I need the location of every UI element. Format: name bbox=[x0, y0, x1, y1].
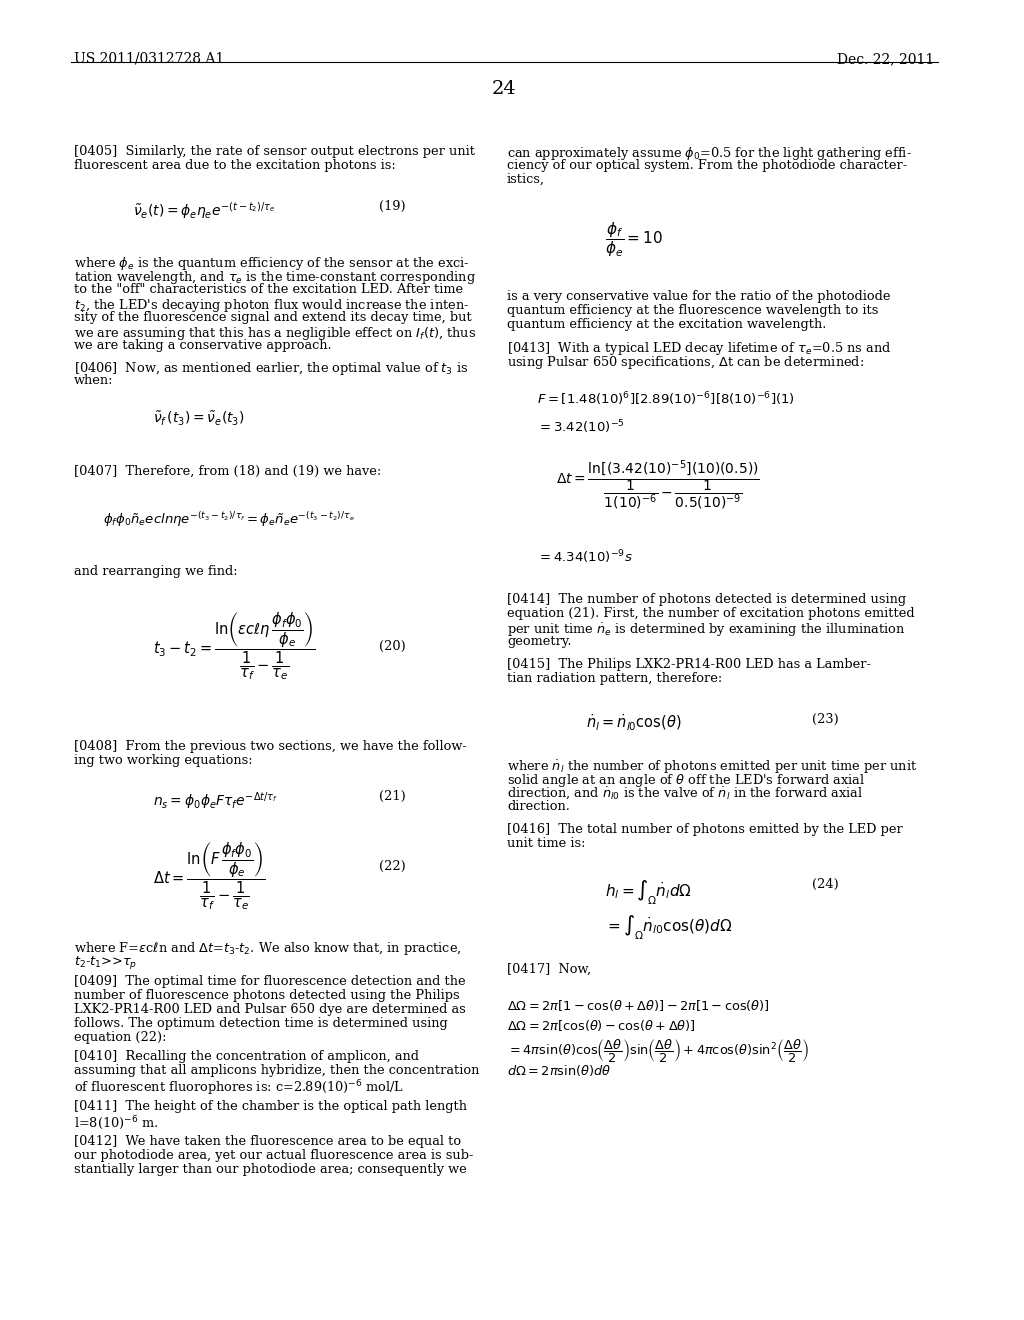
Text: [0416]  The total number of photons emitted by the LED per: [0416] The total number of photons emitt… bbox=[507, 822, 903, 836]
Text: where F=$\varepsilon$c$\ell$n and $\Delta t$=$t_3$-$t_2$. We also know that, in : where F=$\varepsilon$c$\ell$n and $\Delt… bbox=[74, 940, 462, 957]
Text: we are taking a conservative approach.: we are taking a conservative approach. bbox=[74, 339, 332, 352]
Text: direction, and $\dot{n}_{l0}$ is the valve of $\dot{n}_l$ in the forward axial: direction, and $\dot{n}_{l0}$ is the val… bbox=[507, 785, 863, 803]
Text: using Pulsar 650 specifications, $\Delta$t can be determined:: using Pulsar 650 specifications, $\Delta… bbox=[507, 354, 864, 371]
Text: tation wavelength, and $\tau_e$ is the time-constant corresponding: tation wavelength, and $\tau_e$ is the t… bbox=[74, 269, 476, 286]
Text: $\dot{n}_l = \dot{n}_{l0}\cos(\theta)$: $\dot{n}_l = \dot{n}_{l0}\cos(\theta)$ bbox=[586, 713, 681, 733]
Text: tian radiation pattern, therefore:: tian radiation pattern, therefore: bbox=[507, 672, 722, 685]
Text: when:: when: bbox=[74, 374, 114, 387]
Text: fluorescent area due to the excitation photons is:: fluorescent area due to the excitation p… bbox=[74, 158, 395, 172]
Text: and rearranging we find:: and rearranging we find: bbox=[74, 565, 238, 578]
Text: direction.: direction. bbox=[507, 800, 570, 813]
Text: [0417]  Now,: [0417] Now, bbox=[507, 964, 591, 975]
Text: $t_3 - t_2 = \dfrac{\ln\!\left(\varepsilon c \ell \eta\,\dfrac{\phi_f\phi_0}{\ph: $t_3 - t_2 = \dfrac{\ln\!\left(\varepsil… bbox=[153, 610, 315, 682]
Text: $\tilde{\nu}_f\,(t_3) = \tilde{\nu}_e(t_3)$: $\tilde{\nu}_f\,(t_3) = \tilde{\nu}_e(t_… bbox=[153, 411, 245, 428]
Text: solid angle at an angle of $\theta$ off the LED's forward axial: solid angle at an angle of $\theta$ off … bbox=[507, 772, 865, 789]
Text: [0415]  The Philips LXK2-PR14-R00 LED has a Lamber-: [0415] The Philips LXK2-PR14-R00 LED has… bbox=[507, 657, 871, 671]
Text: [0409]  The optimal time for fluorescence detection and the: [0409] The optimal time for fluorescence… bbox=[74, 975, 466, 987]
Text: [0414]  The number of photons detected is determined using: [0414] The number of photons detected is… bbox=[507, 593, 906, 606]
Text: $\tilde{\nu}_e(t) = \phi_e\eta_e e^{-(t-t_2)/\tau_e}$: $\tilde{\nu}_e(t) = \phi_e\eta_e e^{-(t-… bbox=[133, 201, 275, 220]
Text: can approximately assume $\phi_0$=0.5 for the light gathering effi-: can approximately assume $\phi_0$=0.5 fo… bbox=[507, 145, 912, 162]
Text: assuming that all amplicons hybridize, then the concentration: assuming that all amplicons hybridize, t… bbox=[74, 1064, 479, 1077]
Text: istics,: istics, bbox=[507, 173, 545, 186]
Text: quantum efficiency at the excitation wavelength.: quantum efficiency at the excitation wav… bbox=[507, 318, 826, 331]
Text: (21): (21) bbox=[379, 789, 406, 803]
Text: $t_2$, the LED's decaying photon flux would increase the inten-: $t_2$, the LED's decaying photon flux wo… bbox=[74, 297, 469, 314]
Text: number of fluorescence photons detected using the Philips: number of fluorescence photons detected … bbox=[74, 989, 460, 1002]
Text: $t_2$-$t_1$>>$\tau_p$: $t_2$-$t_1$>>$\tau_p$ bbox=[74, 954, 137, 972]
Text: geometry.: geometry. bbox=[507, 635, 571, 648]
Text: [0406]  Now, as mentioned earlier, the optimal value of $t_3$ is: [0406] Now, as mentioned earlier, the op… bbox=[74, 360, 468, 378]
Text: (19): (19) bbox=[379, 201, 406, 213]
Text: [0408]  From the previous two sections, we have the follow-: [0408] From the previous two sections, w… bbox=[74, 741, 467, 752]
Text: [0411]  The height of the chamber is the optical path length: [0411] The height of the chamber is the … bbox=[74, 1100, 467, 1113]
Text: ciency of our optical system. From the photodiode character-: ciency of our optical system. From the p… bbox=[507, 158, 907, 172]
Text: $\Delta\Omega = 2\pi[1 - \cos(\theta + \Delta\theta)] - 2\pi[1 - \cos(\theta)]$: $\Delta\Omega = 2\pi[1 - \cos(\theta + \… bbox=[507, 998, 770, 1012]
Text: $\Delta t = \dfrac{\ln[(3.42(10)^{-5}](10)(0.5))}{\dfrac{1}{1(10)^{-6}} - \dfrac: $\Delta t = \dfrac{\ln[(3.42(10)^{-5}](1… bbox=[556, 458, 760, 512]
Text: of fluorescent fluorophores is: c=2.89(10)$^{-6}$ mol/L: of fluorescent fluorophores is: c=2.89(1… bbox=[74, 1078, 404, 1098]
Text: Dec. 22, 2011: Dec. 22, 2011 bbox=[837, 51, 934, 66]
Text: $d\Omega = 2\pi\sin(\theta)d\theta$: $d\Omega = 2\pi\sin(\theta)d\theta$ bbox=[507, 1063, 611, 1078]
Text: (24): (24) bbox=[812, 878, 839, 891]
Text: where $\phi_e$ is the quantum efficiency of the sensor at the exci-: where $\phi_e$ is the quantum efficiency… bbox=[74, 255, 470, 272]
Text: $\phi_f\phi_0\tilde{n}_e ecln\eta e^{-(t_3-t_2)/\tau_f} = \phi_e\tilde{n}_e e^{-: $\phi_f\phi_0\tilde{n}_e ecln\eta e^{-(t… bbox=[103, 510, 355, 529]
Text: quantum efficiency at the fluorescence wavelength to its: quantum efficiency at the fluorescence w… bbox=[507, 304, 879, 317]
Text: $F = [1.48(10)^6][2.89(10)^{-6}][8(10)^{-6}](1)$: $F = [1.48(10)^6][2.89(10)^{-6}][8(10)^{… bbox=[537, 389, 795, 408]
Text: [0407]  Therefore, from (18) and (19) we have:: [0407] Therefore, from (18) and (19) we … bbox=[74, 465, 381, 478]
Text: $= \int_\Omega \dot{n}_{l0}\cos(\theta)d\Omega$: $= \int_\Omega \dot{n}_{l0}\cos(\theta)d… bbox=[605, 913, 733, 941]
Text: (22): (22) bbox=[379, 861, 406, 873]
Text: our photodiode area, yet our actual fluorescence area is sub-: our photodiode area, yet our actual fluo… bbox=[74, 1148, 473, 1162]
Text: [0412]  We have taken the fluorescence area to be equal to: [0412] We have taken the fluorescence ar… bbox=[74, 1135, 461, 1148]
Text: $= 4\pi\sin(\theta)\cos\!\left(\dfrac{\Delta\theta}{2}\right)\sin\!\left(\dfrac{: $= 4\pi\sin(\theta)\cos\!\left(\dfrac{\D… bbox=[507, 1038, 809, 1065]
Text: [0413]  With a typical LED decay lifetime of $\tau_e$=0.5 ns and: [0413] With a typical LED decay lifetime… bbox=[507, 341, 891, 356]
Text: equation (21). First, the number of excitation photons emitted: equation (21). First, the number of exci… bbox=[507, 607, 914, 620]
Text: [0405]  Similarly, the rate of sensor output electrons per unit: [0405] Similarly, the rate of sensor out… bbox=[74, 145, 475, 158]
Text: (23): (23) bbox=[812, 713, 839, 726]
Text: equation (22):: equation (22): bbox=[74, 1031, 166, 1044]
Text: sity of the fluorescence signal and extend its decay time, but: sity of the fluorescence signal and exte… bbox=[74, 312, 472, 323]
Text: per unit time $\dot{n}_e$ is determined by examining the illumination: per unit time $\dot{n}_e$ is determined … bbox=[507, 620, 905, 639]
Text: 24: 24 bbox=[492, 81, 516, 98]
Text: US 2011/0312728 A1: US 2011/0312728 A1 bbox=[74, 51, 224, 66]
Text: follows. The optimum detection time is determined using: follows. The optimum detection time is d… bbox=[74, 1016, 447, 1030]
Text: l=8(10)$^{-6}$ m.: l=8(10)$^{-6}$ m. bbox=[74, 1114, 159, 1131]
Text: $h_l = \int_\Omega \dot{n}_l d\Omega$: $h_l = \int_\Omega \dot{n}_l d\Omega$ bbox=[605, 878, 692, 907]
Text: $= 4.34(10)^{-9}s$: $= 4.34(10)^{-9}s$ bbox=[537, 548, 632, 565]
Text: $\Delta t = \dfrac{\ln\!\left(F\,\dfrac{\phi_f\phi_0}{\phi_e}\right)}{\dfrac{1}{: $\Delta t = \dfrac{\ln\!\left(F\,\dfrac{… bbox=[153, 840, 265, 912]
Text: (20): (20) bbox=[379, 640, 406, 653]
Text: $\Delta\Omega = 2\pi[\cos(\theta) - \cos(\theta + \Delta\theta)]$: $\Delta\Omega = 2\pi[\cos(\theta) - \cos… bbox=[507, 1018, 696, 1034]
Text: $\dfrac{\phi_f}{\phi_e} = 10$: $\dfrac{\phi_f}{\phi_e} = 10$ bbox=[605, 220, 664, 259]
Text: ing two working equations:: ing two working equations: bbox=[74, 754, 253, 767]
Text: is a very conservative value for the ratio of the photodiode: is a very conservative value for the rat… bbox=[507, 290, 891, 304]
Text: $= 3.42(10)^{-5}$: $= 3.42(10)^{-5}$ bbox=[537, 418, 625, 436]
Text: we are assuming that this has a negligible effect on $I_f(t)$, thus: we are assuming that this has a negligib… bbox=[74, 325, 476, 342]
Text: LXK2-PR14-R00 LED and Pulsar 650 dye are determined as: LXK2-PR14-R00 LED and Pulsar 650 dye are… bbox=[74, 1003, 466, 1016]
Text: [0410]  Recalling the concentration of amplicon, and: [0410] Recalling the concentration of am… bbox=[74, 1049, 419, 1063]
Text: unit time is:: unit time is: bbox=[507, 837, 586, 850]
Text: where $\dot{n}_l$ the number of photons emitted per unit time per unit: where $\dot{n}_l$ the number of photons … bbox=[507, 758, 918, 776]
Text: $n_s = \phi_0\phi_e F\tau_f e^{-\Delta t/\tau_f}$: $n_s = \phi_0\phi_e F\tau_f e^{-\Delta t… bbox=[153, 789, 278, 812]
Text: stantially larger than our photodiode area; consequently we: stantially larger than our photodiode ar… bbox=[74, 1163, 467, 1176]
Text: to the "off" characteristics of the excitation LED. After time: to the "off" characteristics of the exci… bbox=[74, 282, 463, 296]
